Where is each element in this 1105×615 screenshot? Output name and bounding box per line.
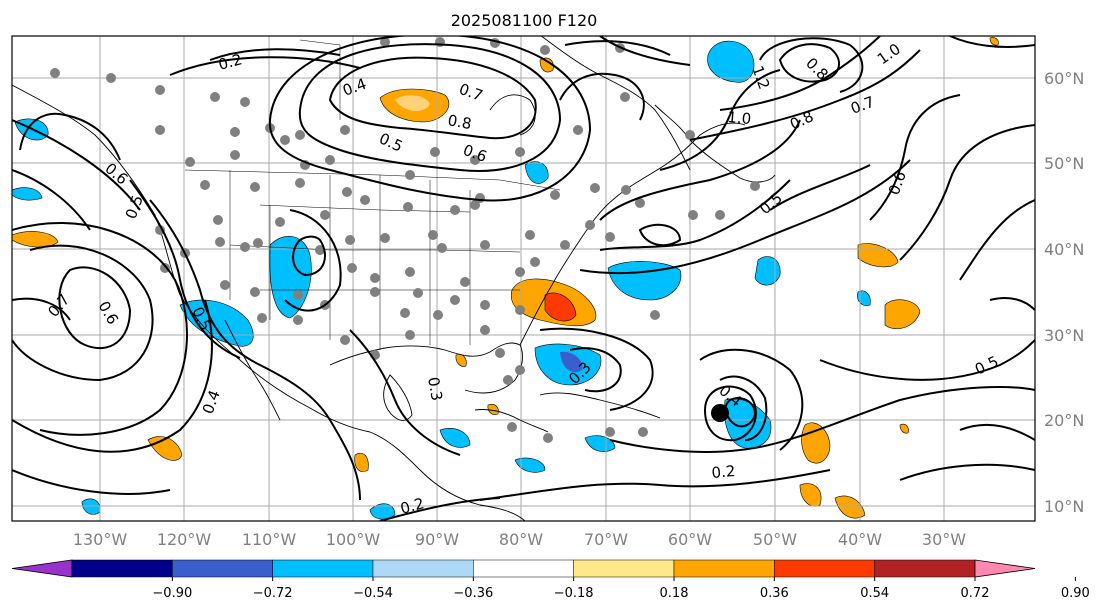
colorbar-segment xyxy=(774,559,875,578)
colorbar-segment xyxy=(71,559,173,578)
lon-label: 110°W xyxy=(242,530,297,549)
colorbar-label: −0.18 xyxy=(554,586,594,601)
colorbar-label: 0.72 xyxy=(961,586,990,601)
lat-label: 60°N xyxy=(1044,69,1084,88)
map-title: 2025081100 F120 xyxy=(451,11,598,30)
colorbar-label: 0.18 xyxy=(660,586,689,601)
colorbar-label: 0.54 xyxy=(860,586,889,601)
lat-label: 10°N xyxy=(1044,497,1084,516)
lon-label: 50°W xyxy=(753,530,797,549)
colorbar-extend-high xyxy=(974,559,1036,578)
colorbar xyxy=(11,559,1036,578)
lon-label: 90°W xyxy=(415,530,459,549)
lat-label: 50°N xyxy=(1044,154,1084,173)
coastlines xyxy=(12,36,776,521)
map-area xyxy=(12,36,1035,521)
lon-label: 100°W xyxy=(326,530,381,549)
contour-label: 0.3 xyxy=(424,376,446,403)
contour-lines xyxy=(12,36,1035,521)
lon-label: 40°W xyxy=(838,530,882,549)
contour-label: 0.2 xyxy=(216,50,244,74)
contour-label: 0.8 xyxy=(446,111,473,133)
colorbar-segment xyxy=(874,559,976,578)
colorbar-segment xyxy=(473,559,574,578)
lon-label: 60°W xyxy=(668,530,712,549)
lon-label: 120°W xyxy=(157,530,212,549)
contour-label: 0.2 xyxy=(711,462,736,482)
lon-label: 30°W xyxy=(922,530,966,549)
lat-label: 40°N xyxy=(1044,240,1084,259)
contour-label: 0.2 xyxy=(398,494,426,518)
lat-label: 20°N xyxy=(1044,411,1084,430)
longitude-labels: 130°W 120°W 110°W 100°W 90°W 80°W 70°W 6… xyxy=(73,530,966,549)
contour-label: 1.0 xyxy=(727,108,752,128)
colorbar-label: −0.36 xyxy=(453,586,493,601)
colorbar-label: −0.72 xyxy=(253,586,293,601)
lon-label: 70°W xyxy=(584,530,628,549)
colorbar-segment xyxy=(673,559,775,578)
colorbar-segment xyxy=(573,559,675,578)
colorbar-label: −0.54 xyxy=(353,586,393,601)
lon-label: 130°W xyxy=(73,530,128,549)
colorbar-segment xyxy=(172,559,273,578)
lon-label: 80°W xyxy=(499,530,543,549)
colorbar-label: 0.90 xyxy=(1061,586,1090,601)
map-frame xyxy=(11,35,1036,522)
latitude-labels: 60°N 50°N 40°N 30°N 20°N 10°N xyxy=(1044,69,1084,516)
colorbar-segment xyxy=(372,559,474,578)
colorbar-labels: −0.90 −0.72 −0.54 −0.36 −0.18 0.18 0.36 0.54 0.7… xyxy=(152,577,1090,601)
state-borders xyxy=(184,39,561,350)
colorbar-segment xyxy=(272,559,374,578)
lat-label: 30°N xyxy=(1044,326,1084,345)
colorbar-label: −0.90 xyxy=(152,586,192,601)
colorbar-extend-low xyxy=(11,559,73,578)
storm-marker xyxy=(711,404,729,422)
colorbar-label: 0.36 xyxy=(760,586,789,601)
